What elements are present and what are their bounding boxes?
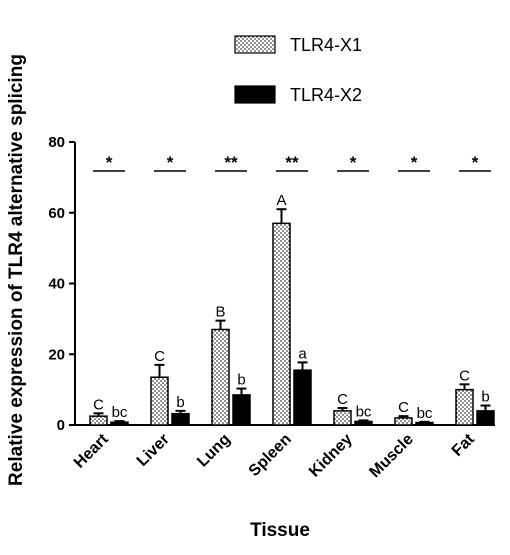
bar-tlr4-x2-fat	[476, 410, 495, 426]
legend-label-x2: TLR4-X2	[290, 85, 362, 105]
error-bars	[93, 208, 491, 423]
group-letter: b	[237, 372, 245, 389]
bar-tlr4-x2-liver	[171, 412, 190, 426]
category-label-heart: Heart	[71, 430, 112, 471]
group-letter: C	[337, 391, 348, 408]
category-label-fat: Fat	[449, 430, 478, 459]
y-tick-label: 0	[57, 417, 65, 434]
bar-tlr4-x1-spleen	[272, 222, 291, 426]
category-label-liver: Liver	[134, 431, 173, 470]
category-label-lung: Lung	[194, 431, 234, 471]
legend-swatch-x2	[234, 85, 276, 104]
bar-tlr4-x1-fat	[455, 388, 474, 426]
significance-mark: *	[472, 153, 479, 172]
bar-tlr4-x1-muscle	[394, 417, 413, 426]
bar-tlr4-x1-liver	[150, 376, 169, 426]
group-letter: bc	[417, 405, 433, 422]
y-tick-label: 80	[48, 134, 65, 151]
bar-tlr4-x1-lung	[211, 328, 230, 426]
legend: TLR4-X1 TLR4-X2	[234, 35, 362, 105]
significance-mark: **	[285, 153, 299, 172]
bar-tlr4-x2-heart	[110, 421, 129, 426]
group-letter: C	[398, 399, 409, 416]
bars	[89, 222, 495, 426]
y-tick-label: 20	[48, 346, 65, 363]
legend-label-x1: TLR4-X1	[290, 35, 362, 55]
category-label-spleen: Spleen	[246, 431, 295, 480]
y-ticks: 0 20 40 60 80	[48, 134, 75, 434]
significance-mark: *	[106, 153, 113, 172]
group-letter: C	[154, 348, 165, 365]
group-letter: bc	[356, 403, 372, 420]
category-label-kidney: Kidney	[306, 431, 356, 481]
bar-tlr4-x2-muscle	[415, 421, 434, 426]
bar-tlr4-x2-kidney	[354, 420, 373, 426]
significance-mark: *	[167, 153, 174, 172]
group-letter: b	[481, 389, 489, 406]
group-letter: C	[93, 396, 104, 413]
x-axis-title: Tissue	[250, 520, 310, 541]
significance-mark: *	[411, 153, 418, 172]
y-tick-label: 40	[48, 276, 65, 293]
bar-tlr4-x1-heart	[89, 415, 108, 426]
significance-mark: *	[350, 153, 357, 172]
bar-tlr4-x2-spleen	[293, 369, 312, 426]
category-label-muscle: Muscle	[366, 431, 416, 481]
significance-markers: * * ** ** * * *	[93, 153, 491, 172]
group-letter: A	[276, 192, 286, 209]
group-letter: C	[459, 367, 470, 384]
legend-swatch-x1	[234, 35, 276, 54]
category-labels: Heart Liver Lung Spleen Kidney Muscle Fat	[71, 430, 478, 481]
bar-tlr4-x2-lung	[232, 394, 251, 426]
bar-tlr4-x1-kidney	[333, 410, 352, 426]
group-letter: bc	[112, 404, 128, 421]
y-axis-title: Relative expression of TLR4 alternative …	[6, 54, 27, 486]
group-letter: B	[215, 304, 225, 321]
group-letter: b	[176, 394, 184, 411]
significance-mark: **	[224, 153, 238, 172]
y-tick-label: 60	[48, 205, 65, 222]
group-letter: a	[298, 345, 307, 362]
